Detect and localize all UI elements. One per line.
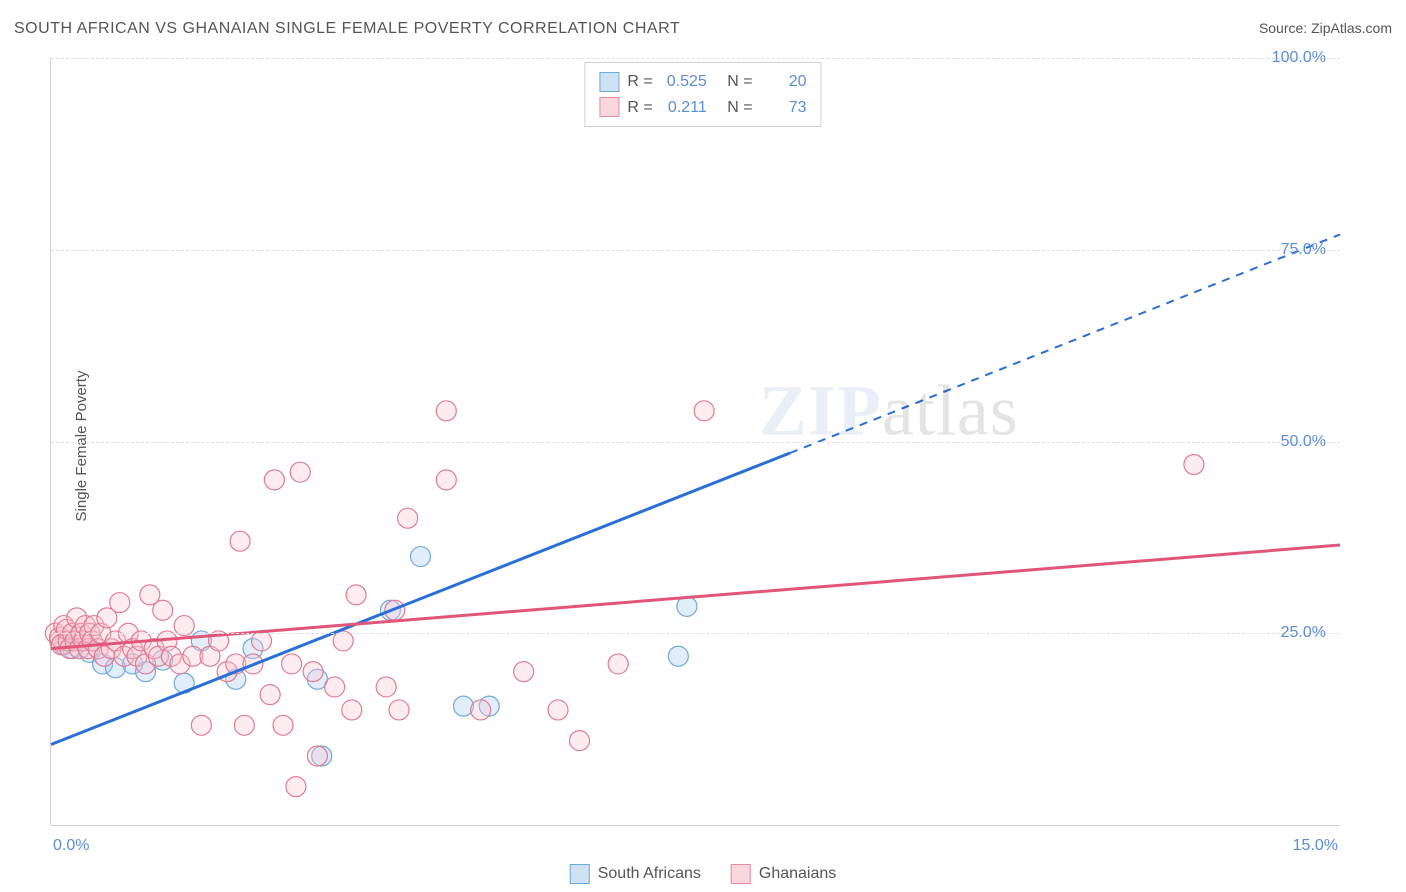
data-point — [514, 662, 534, 682]
chart-title: SOUTH AFRICAN VS GHANAIAN SINGLE FEMALE … — [14, 20, 680, 38]
legend-row-pink: R = 0.211 N = 73 — [599, 95, 806, 121]
data-point — [307, 746, 327, 766]
series-legend: South Africans Ghanaians — [570, 864, 837, 884]
data-point — [668, 646, 688, 666]
header-bar: SOUTH AFRICAN VS GHANAIAN SINGLE FEMALE … — [14, 20, 1392, 38]
data-point — [453, 696, 473, 716]
gridline — [51, 58, 1340, 59]
y-tick-label: 75.0% — [1281, 241, 1326, 259]
swatch-icon — [599, 72, 619, 92]
data-point — [260, 685, 280, 705]
data-point — [436, 401, 456, 421]
data-point — [286, 777, 306, 797]
x-tick-label: 15.0% — [1293, 837, 1338, 855]
data-point — [273, 715, 293, 735]
gridline — [51, 250, 1340, 251]
trend-line-extrapolated — [790, 234, 1340, 453]
data-point — [282, 654, 302, 674]
data-point — [342, 700, 362, 720]
data-point — [471, 700, 491, 720]
source-label: Source: ZipAtlas.com — [1259, 20, 1392, 36]
legend-item-south-africans: South Africans — [570, 864, 701, 884]
data-point — [303, 662, 323, 682]
swatch-icon — [599, 97, 619, 117]
data-point — [411, 547, 431, 567]
data-point — [389, 700, 409, 720]
data-point — [398, 508, 418, 528]
data-point — [234, 715, 254, 735]
data-point — [548, 700, 568, 720]
data-point — [436, 470, 456, 490]
data-point — [191, 715, 211, 735]
swatch-icon — [570, 864, 590, 884]
data-point — [346, 585, 366, 605]
swatch-icon — [731, 864, 751, 884]
legend-row-blue: R = 0.525 N = 20 — [599, 69, 806, 95]
legend-item-ghanaians: Ghanaians — [731, 864, 836, 884]
data-point — [230, 531, 250, 551]
data-point — [290, 462, 310, 482]
data-point — [264, 470, 284, 490]
x-tick-label: 0.0% — [53, 837, 89, 855]
y-tick-label: 25.0% — [1281, 624, 1326, 642]
data-point — [569, 731, 589, 751]
data-point — [153, 600, 173, 620]
correlation-legend: R = 0.525 N = 20 R = 0.211 N = 73 — [584, 62, 821, 127]
plot-area: ZIPatlas 25.0%50.0%75.0%100.0%0.0%15.0% — [50, 58, 1340, 826]
gridline — [51, 633, 1340, 634]
data-point — [376, 677, 396, 697]
data-point — [608, 654, 628, 674]
gridline — [51, 442, 1340, 443]
data-point — [694, 401, 714, 421]
data-point — [1184, 455, 1204, 475]
data-point — [110, 593, 130, 613]
data-point — [325, 677, 345, 697]
y-tick-label: 50.0% — [1281, 433, 1326, 451]
y-tick-label: 100.0% — [1272, 49, 1326, 67]
